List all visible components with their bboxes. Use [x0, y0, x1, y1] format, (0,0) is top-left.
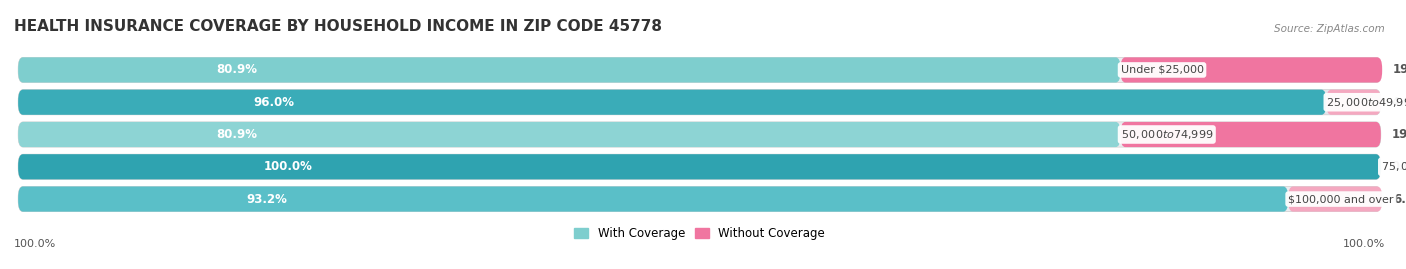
Text: HEALTH INSURANCE COVERAGE BY HOUSEHOLD INCOME IN ZIP CODE 45778: HEALTH INSURANCE COVERAGE BY HOUSEHOLD I… [14, 19, 662, 34]
FancyBboxPatch shape [18, 122, 1381, 147]
Text: $75,000 to $99,999: $75,000 to $99,999 [1381, 160, 1406, 173]
FancyBboxPatch shape [18, 57, 1121, 83]
Legend: With Coverage, Without Coverage: With Coverage, Without Coverage [569, 222, 830, 245]
FancyBboxPatch shape [18, 154, 1381, 179]
Text: $25,000 to $49,999: $25,000 to $49,999 [1326, 96, 1406, 109]
Text: 19.1%: 19.1% [1392, 128, 1406, 141]
FancyBboxPatch shape [18, 122, 1121, 147]
Text: Source: ZipAtlas.com: Source: ZipAtlas.com [1274, 24, 1385, 34]
FancyBboxPatch shape [18, 186, 1381, 212]
Text: 80.9%: 80.9% [217, 63, 257, 76]
FancyBboxPatch shape [1326, 90, 1381, 115]
FancyBboxPatch shape [1121, 57, 1382, 83]
Text: $50,000 to $74,999: $50,000 to $74,999 [1121, 128, 1213, 141]
Text: 19.2%: 19.2% [1393, 63, 1406, 76]
Text: 100.0%: 100.0% [263, 160, 312, 173]
Text: 80.9%: 80.9% [217, 128, 257, 141]
Text: $100,000 and over: $100,000 and over [1288, 194, 1393, 204]
Text: 6.9%: 6.9% [1393, 193, 1406, 206]
Text: 100.0%: 100.0% [14, 239, 56, 249]
FancyBboxPatch shape [18, 90, 1381, 115]
FancyBboxPatch shape [18, 90, 1326, 115]
FancyBboxPatch shape [18, 57, 1381, 83]
Text: 96.0%: 96.0% [253, 96, 295, 109]
Text: 100.0%: 100.0% [1343, 239, 1385, 249]
FancyBboxPatch shape [1288, 186, 1382, 212]
FancyBboxPatch shape [18, 154, 1381, 179]
Text: Under $25,000: Under $25,000 [1121, 65, 1204, 75]
Text: 93.2%: 93.2% [247, 193, 288, 206]
Text: 0.0%: 0.0% [1392, 160, 1406, 173]
Text: 4.0%: 4.0% [1392, 96, 1406, 109]
FancyBboxPatch shape [1121, 122, 1381, 147]
FancyBboxPatch shape [18, 186, 1288, 212]
